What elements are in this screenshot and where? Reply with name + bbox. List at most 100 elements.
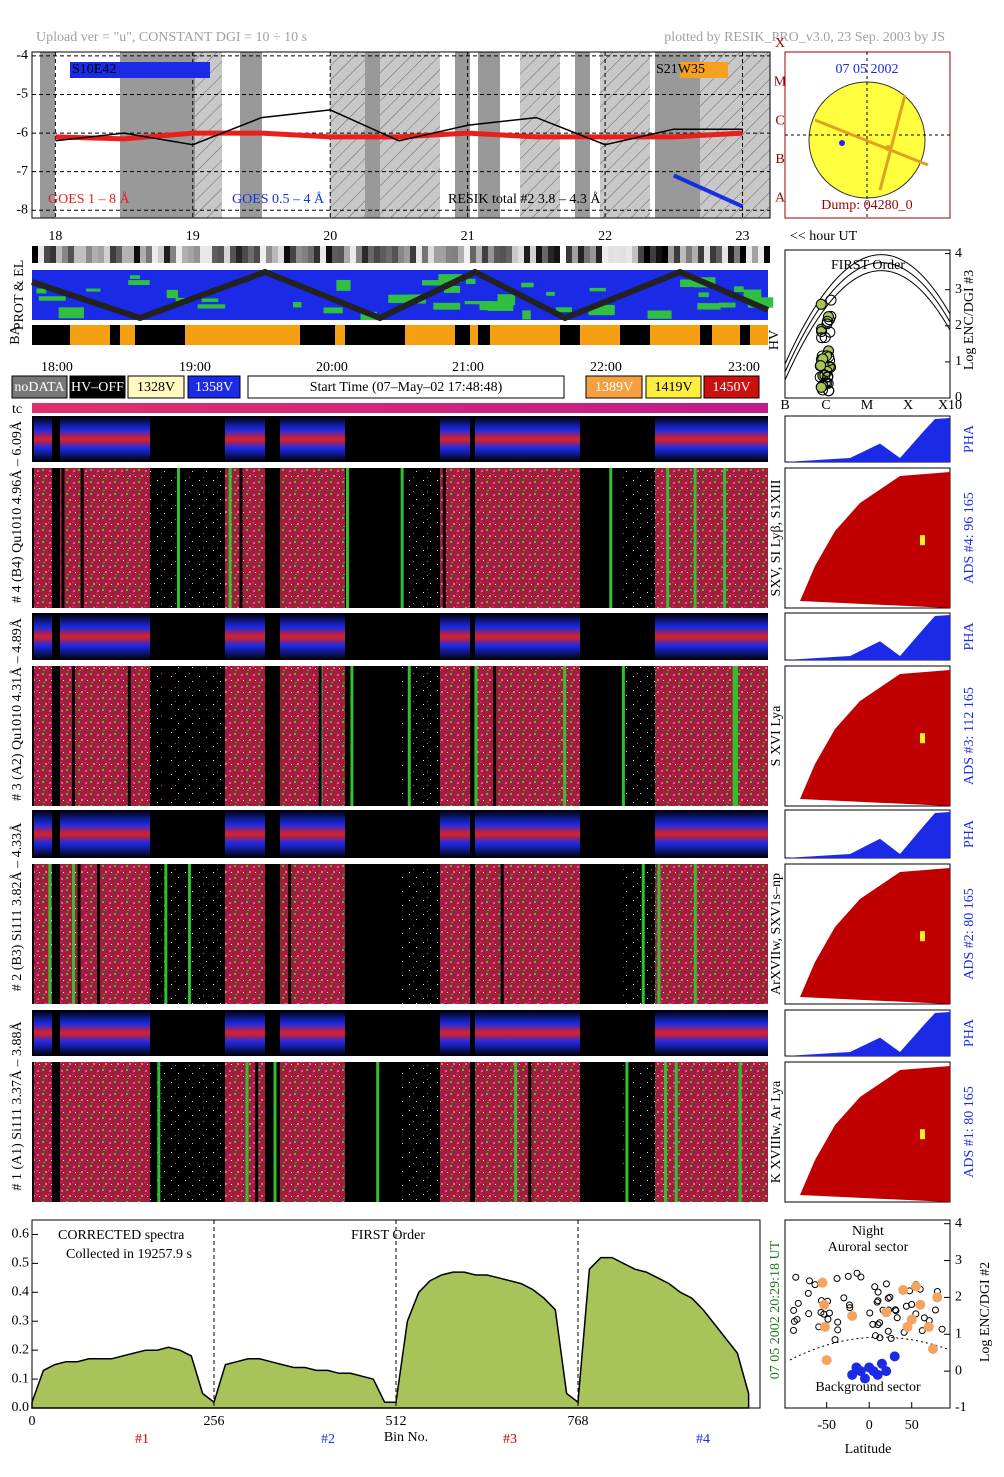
ba-gap bbox=[740, 325, 750, 345]
prot-green bbox=[86, 288, 101, 292]
spec-active bbox=[34, 666, 52, 806]
gray-strip bbox=[542, 246, 548, 263]
gray-strip bbox=[296, 246, 302, 263]
spec-stripe bbox=[693, 864, 697, 1004]
strip-label: BA bbox=[8, 324, 23, 344]
spec-stripe bbox=[239, 468, 243, 608]
gray-strip bbox=[686, 246, 692, 263]
spec-stripe bbox=[163, 666, 167, 806]
pha-band bbox=[475, 810, 580, 858]
class-label: C bbox=[775, 113, 784, 128]
gray-strip bbox=[620, 246, 626, 263]
spec-stripe bbox=[666, 468, 670, 608]
spec-stripe bbox=[273, 1062, 277, 1202]
gray-strip bbox=[524, 246, 530, 263]
spec-dim bbox=[400, 864, 440, 1004]
lat-bg-point bbox=[908, 1300, 916, 1308]
prot-green bbox=[201, 298, 219, 302]
prot-green bbox=[555, 307, 572, 313]
goes-line bbox=[672, 173, 744, 209]
prot-green bbox=[522, 310, 531, 320]
sun-spot bbox=[885, 145, 891, 151]
prot-green bbox=[292, 302, 302, 308]
lat-bg-point bbox=[918, 1327, 926, 1335]
spec-dim bbox=[150, 1062, 225, 1202]
spec-active bbox=[475, 468, 580, 608]
gray-strip bbox=[704, 246, 710, 263]
prot-green bbox=[719, 302, 736, 308]
lat-bg-point bbox=[874, 1297, 882, 1305]
class-label: B bbox=[775, 152, 784, 167]
gray-strip bbox=[422, 246, 428, 263]
lat-point bbox=[847, 1310, 858, 1321]
gray-strip bbox=[416, 246, 422, 263]
prot-green bbox=[647, 310, 672, 319]
fo-frame bbox=[784, 249, 951, 399]
gray-strip bbox=[536, 246, 542, 263]
spec-active bbox=[475, 864, 580, 1004]
lat-point bbox=[923, 1321, 934, 1332]
gray-strip bbox=[224, 246, 230, 263]
lat-bg-point bbox=[876, 1334, 884, 1342]
pha-band bbox=[440, 810, 470, 858]
ads-marker bbox=[920, 535, 925, 546]
y-tick-label: 4 bbox=[955, 1216, 962, 1231]
ads-label: ADS #4: 96 165 bbox=[962, 492, 977, 583]
gray-strip bbox=[368, 246, 374, 263]
pha-band bbox=[280, 810, 345, 858]
prot-green bbox=[38, 296, 66, 301]
legend-box bbox=[127, 375, 185, 399]
spec-active bbox=[60, 1062, 150, 1202]
spec-dim bbox=[400, 1062, 440, 1202]
legend-label: 1419V bbox=[654, 380, 692, 395]
gray-strip bbox=[146, 246, 152, 263]
spec-active bbox=[34, 864, 52, 1004]
gray-strip bbox=[698, 246, 704, 263]
lat-text: Background sector bbox=[815, 1380, 921, 1395]
spec-active bbox=[655, 864, 768, 1004]
prot-green bbox=[323, 307, 343, 314]
pha-band bbox=[280, 613, 345, 660]
fo-point bbox=[816, 325, 828, 337]
lat-point bbox=[872, 1369, 883, 1380]
ads-hist bbox=[800, 1066, 950, 1202]
x-tick-label: 768 bbox=[568, 1414, 589, 1429]
prot-green bbox=[487, 301, 514, 311]
legend-label: 1389V bbox=[595, 380, 633, 395]
lat-point bbox=[910, 1281, 921, 1292]
lat-bg-point bbox=[893, 1314, 901, 1322]
pha-label: PHA bbox=[962, 622, 977, 651]
prot-green bbox=[336, 279, 351, 291]
lat-bg-point bbox=[887, 1334, 895, 1342]
detector-label: #2 bbox=[321, 1432, 335, 1447]
panel-label: # 4 (B4) Qu1010 4.96Å – 6.09Å bbox=[9, 420, 25, 603]
fo-curve bbox=[784, 262, 951, 373]
pha-band bbox=[225, 1010, 265, 1056]
spec-stripe bbox=[80, 468, 84, 608]
gray-strip bbox=[320, 246, 326, 263]
spec-dim bbox=[150, 864, 225, 1004]
y-tick-label: 3 bbox=[955, 1253, 962, 1268]
spec-active bbox=[225, 666, 265, 806]
lat-bg-point bbox=[831, 1336, 839, 1344]
ads-label: ADS #2: 80 165 bbox=[962, 888, 977, 979]
ads-hist bbox=[800, 670, 950, 806]
lat-point bbox=[932, 1292, 943, 1303]
spec-dim bbox=[400, 468, 440, 608]
gray-strip bbox=[386, 246, 392, 263]
pha-band bbox=[280, 1010, 345, 1056]
lat-bg-point bbox=[853, 1269, 861, 1277]
lat-point bbox=[898, 1285, 909, 1296]
lat-bg-point bbox=[833, 1275, 841, 1283]
lat-bg-point bbox=[884, 1294, 892, 1302]
ads-marker bbox=[920, 1129, 925, 1140]
gray-strip bbox=[494, 246, 500, 263]
gray-strip bbox=[338, 246, 344, 263]
gray-strip bbox=[758, 246, 764, 263]
spec-stripe bbox=[376, 1062, 380, 1202]
strip-label: HV bbox=[767, 330, 782, 350]
gray-strip bbox=[38, 246, 44, 263]
gray-strip bbox=[110, 246, 116, 263]
panel-label: # 1 (A1) Si111 3.37Å – 3.88Å bbox=[9, 1020, 25, 1190]
